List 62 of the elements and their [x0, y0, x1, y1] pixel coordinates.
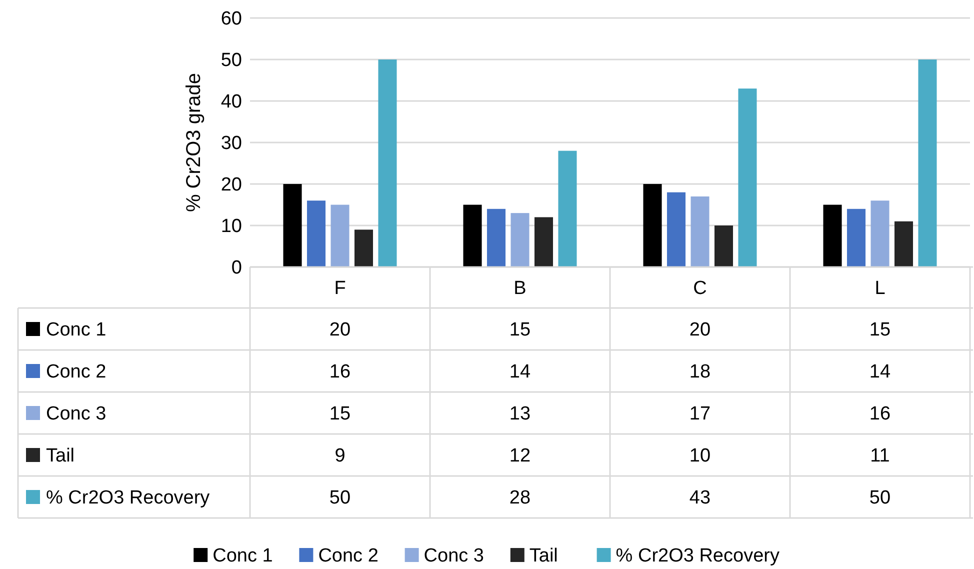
y-tick-label: 20	[220, 174, 242, 196]
data-label: 13	[509, 404, 531, 425]
data-label: 20	[329, 320, 351, 341]
bar	[666, 192, 686, 267]
data-label: 43	[689, 488, 711, 509]
y-tick-label: 40	[220, 92, 242, 113]
data-label: 20	[689, 320, 711, 341]
bar	[894, 221, 914, 267]
y-tick-label: 10	[220, 216, 242, 238]
data-label: 15	[869, 320, 891, 341]
data-label: 12	[509, 446, 531, 467]
bar	[643, 184, 662, 267]
data-label: 18	[689, 362, 711, 383]
bar	[918, 60, 937, 267]
data-label: 14	[869, 362, 891, 383]
legend-label: Conc 2	[46, 362, 106, 383]
legend-label: Conc 3	[46, 404, 106, 425]
text: Tail	[46, 446, 75, 467]
x-tick-label: F	[334, 278, 346, 300]
x-tick-label: L	[874, 278, 886, 300]
y-axis-title: % Cr2O3 grade	[183, 73, 205, 212]
legend-label: Conc 1	[46, 320, 106, 341]
data-label: 14	[509, 362, 531, 383]
text: % Cr2O3 Recovery	[616, 546, 780, 567]
bar	[486, 208, 506, 267]
data-label: 15	[329, 404, 351, 425]
bar	[330, 204, 350, 267]
bar	[714, 226, 734, 267]
text: Conc 1	[212, 546, 273, 567]
bar	[534, 217, 554, 267]
text: Conc 3	[424, 546, 484, 567]
x-tick-label: C	[693, 278, 707, 300]
bar	[510, 213, 530, 267]
data-label: 16	[329, 362, 351, 383]
bar	[306, 200, 326, 267]
bar	[823, 204, 842, 267]
text: Conc 2	[318, 546, 378, 567]
y-tick-label: 30	[220, 133, 242, 154]
data-label: 15	[509, 320, 531, 341]
data-label: 17	[689, 404, 711, 425]
data-label: 9	[334, 446, 346, 467]
bar	[354, 230, 374, 267]
y-tick-label: 0	[231, 258, 242, 279]
y-tick-label: 50	[220, 50, 242, 72]
data-label: 11	[870, 446, 890, 467]
bar	[463, 204, 482, 267]
data-label: 16	[869, 404, 891, 425]
bar	[283, 184, 302, 267]
legend-label: Tail	[529, 546, 558, 567]
data-label: 50	[329, 488, 351, 509]
data-label: 10	[689, 446, 711, 467]
bar	[846, 208, 866, 267]
bar	[690, 196, 710, 267]
bar	[558, 150, 577, 267]
bar	[870, 200, 890, 267]
data-label: 28	[509, 488, 531, 509]
bar	[378, 60, 397, 267]
legend-label: % Cr2O3 Recovery	[46, 488, 210, 509]
data-label: 50	[869, 488, 891, 509]
bar	[738, 88, 757, 267]
y-tick-label: 60	[220, 8, 242, 30]
x-tick-label: B	[514, 278, 526, 300]
